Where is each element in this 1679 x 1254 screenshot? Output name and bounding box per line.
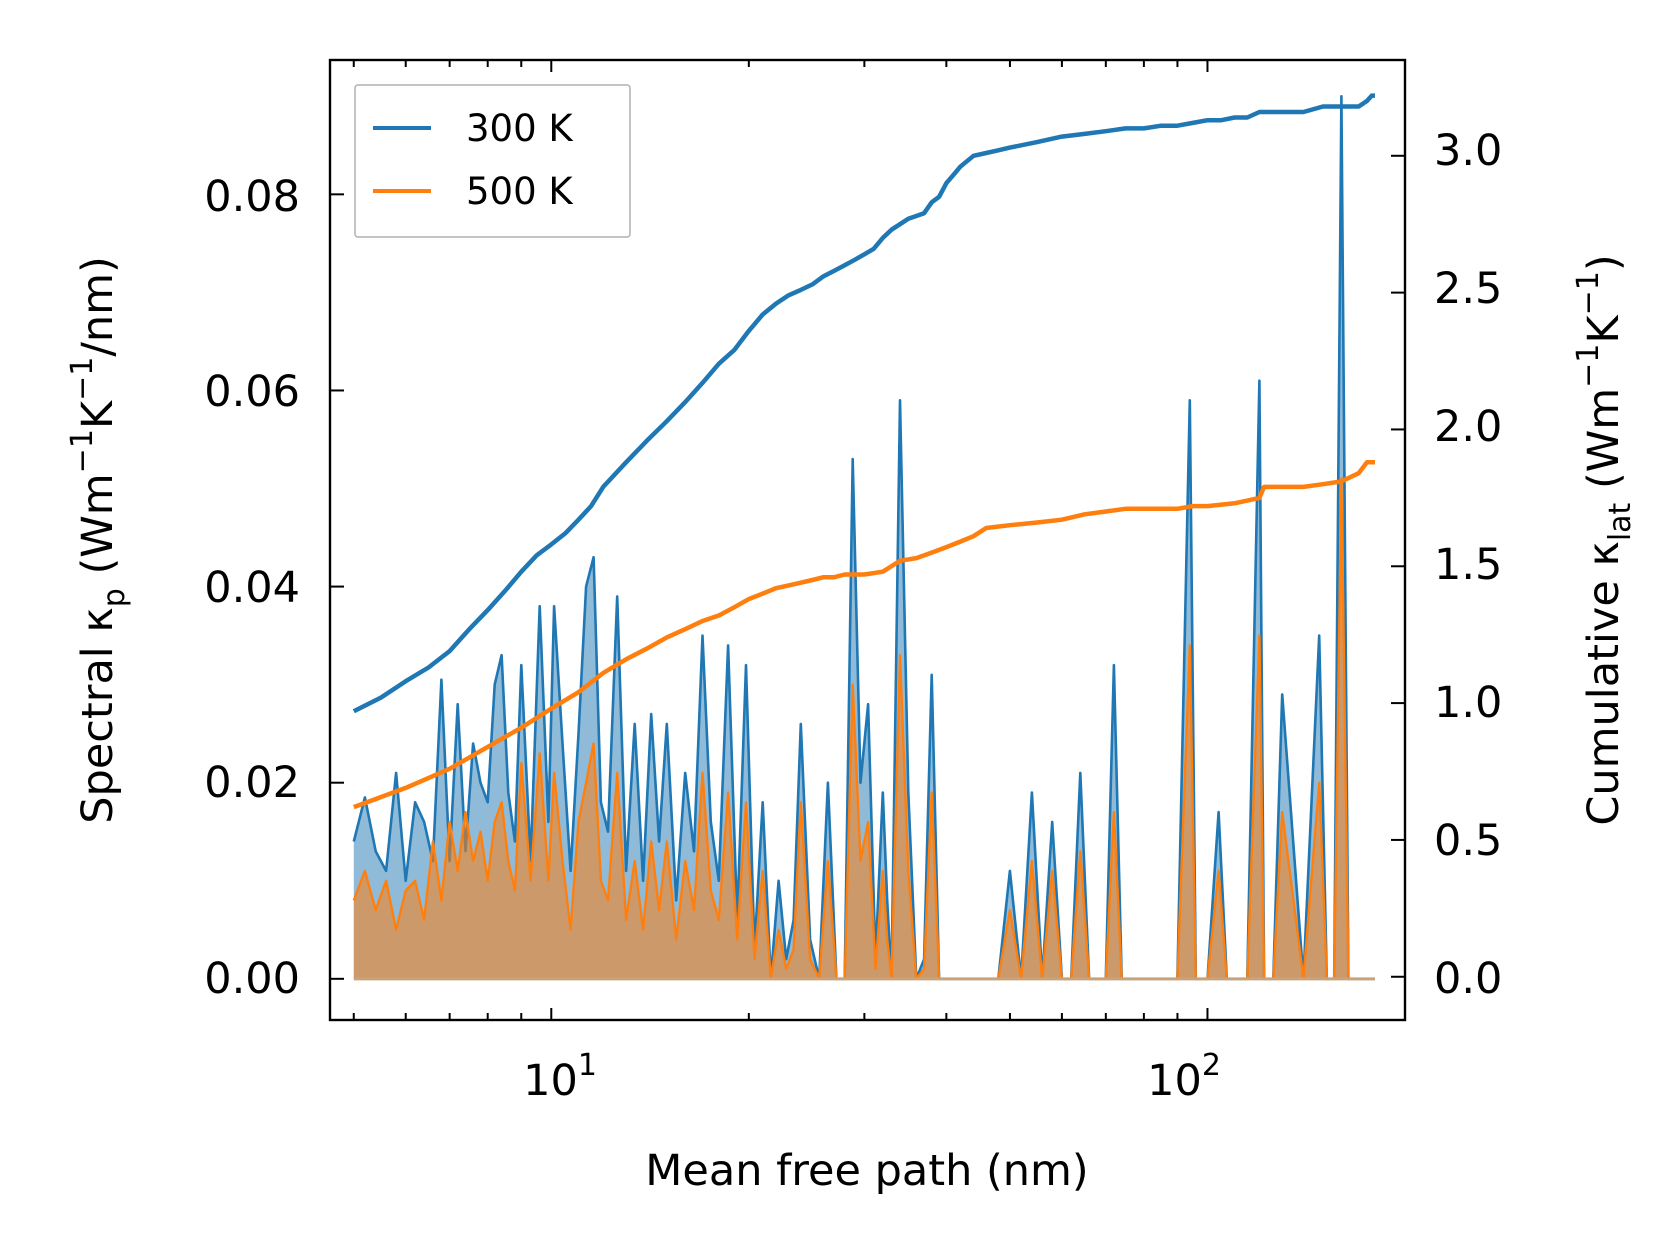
cumulative-500K-line: [353, 460, 1375, 810]
x-tick-label: 102: [1147, 1048, 1221, 1106]
cumulative-300K-line: [352, 93, 1375, 714]
legend: 300 K 500 K: [354, 84, 631, 238]
y-right-axis-title: Cumulative κlat (Wm−1K−1): [1571, 254, 1638, 825]
y-left-tick-label: 0.08: [204, 172, 300, 222]
y-right-tick-label: 1.5: [1434, 540, 1502, 590]
x-ticks: [352, 60, 1406, 1020]
y-right-tick-label: 3.0: [1434, 126, 1502, 176]
y-right-tick-label: 1.0: [1434, 678, 1502, 728]
y-left-axis-title: Spectral κp (Wm−1K−1/nm): [65, 256, 132, 824]
y-right-tick-label: 0.5: [1434, 816, 1502, 866]
x-tick-label: 101: [523, 1048, 597, 1106]
y-right-tick-label: 2.5: [1434, 264, 1502, 314]
y-right-tick-label: 0.0: [1434, 954, 1502, 1004]
y-left-tick-label: 0.04: [204, 563, 300, 613]
y-left-tick-label: 0.02: [204, 758, 300, 808]
y-left-tick-label: 0.00: [204, 954, 300, 1004]
legend-label-300K: 300 K: [466, 107, 574, 150]
y-right-tick-label: 2.0: [1434, 402, 1502, 452]
x-axis-title: Mean free path (nm): [645, 1146, 1088, 1196]
y-left-tick-label: 0.06: [204, 367, 300, 417]
y-left-ticks: [330, 193, 344, 980]
y-right-ticks: [1391, 154, 1405, 978]
axes-frame: [328, 58, 1407, 1022]
spectral-500K-area: [353, 478, 1375, 979]
legend-label-500K: 500 K: [466, 170, 574, 213]
legend-frame: [354, 84, 631, 238]
plot-area: [352, 93, 1375, 981]
